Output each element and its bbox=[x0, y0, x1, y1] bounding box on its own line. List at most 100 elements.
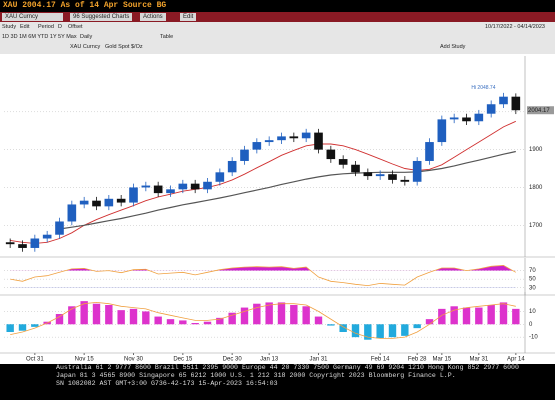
histogram-bar bbox=[277, 302, 286, 325]
footer-line: SN 1082082 AST GMT+3:00 G736-42-173 15-A… bbox=[56, 380, 278, 387]
last-price-label: 2004.17 bbox=[528, 108, 550, 114]
candle-body bbox=[511, 96, 521, 111]
x-tick-label: Mar 31 bbox=[469, 357, 488, 363]
histogram-bar bbox=[425, 319, 434, 325]
candle-body bbox=[42, 234, 52, 239]
moving-average bbox=[59, 150, 516, 230]
histogram-bar bbox=[105, 305, 113, 325]
candle-body bbox=[449, 117, 459, 120]
histogram-bar bbox=[240, 307, 249, 325]
edit-button[interactable]: Edit bbox=[20, 24, 30, 30]
histogram-bar bbox=[290, 305, 298, 325]
histogram-bar bbox=[339, 324, 347, 332]
candle-body bbox=[326, 149, 336, 160]
histogram-bar bbox=[203, 321, 212, 325]
date-range[interactable]: 10/17/2022 - 04/14/2023 bbox=[485, 24, 545, 30]
candle-body bbox=[388, 174, 397, 180]
histogram-bar bbox=[191, 323, 199, 325]
candle-body bbox=[30, 238, 40, 248]
candle-body bbox=[153, 185, 163, 194]
legend-security: XAU Curncy bbox=[70, 44, 101, 50]
histogram-bar bbox=[80, 301, 88, 325]
toolbar: Study Edit Period D Offset 10/17/2022 - … bbox=[0, 22, 555, 54]
actions-menu[interactable]: Actions bbox=[140, 13, 166, 21]
candle-body bbox=[18, 244, 27, 248]
candle-body bbox=[215, 172, 225, 182]
y-tick-label: 50 bbox=[529, 277, 536, 283]
y-tick-label: 0 bbox=[529, 322, 533, 328]
histogram-bar bbox=[129, 308, 138, 325]
chart-background bbox=[0, 54, 555, 364]
x-tick-label: Jan 13 bbox=[260, 357, 279, 363]
candle-body bbox=[301, 132, 311, 139]
x-tick-label: Mar 15 bbox=[432, 357, 451, 363]
histogram-bar bbox=[31, 324, 39, 327]
suggested-charts[interactable]: 96 Suggested Charts bbox=[70, 13, 133, 21]
security-field[interactable]: XAU Curncy bbox=[2, 13, 63, 21]
y-tick-label: 1900 bbox=[529, 147, 543, 153]
candle-body bbox=[363, 172, 373, 177]
histogram-bar bbox=[364, 324, 372, 340]
histogram-bar bbox=[462, 307, 471, 325]
candle-body bbox=[437, 119, 447, 143]
histogram-bar bbox=[413, 324, 421, 329]
candle-body bbox=[499, 96, 508, 105]
high-annotation: Hi 2048.74 bbox=[471, 85, 495, 91]
histogram-bar bbox=[351, 324, 360, 338]
rsi-line bbox=[10, 264, 516, 287]
histogram-bar bbox=[117, 310, 125, 325]
x-tick-label: Feb 14 bbox=[371, 357, 390, 363]
x-tick-label: Nov 15 bbox=[75, 357, 95, 363]
candle-body bbox=[425, 142, 434, 161]
histogram-bar bbox=[265, 302, 273, 325]
overbought-area bbox=[10, 265, 516, 271]
candle-body bbox=[240, 149, 249, 161]
y-tick-label: -10 bbox=[529, 335, 538, 341]
candle-body bbox=[375, 174, 385, 177]
study-button[interactable]: Study bbox=[2, 24, 17, 30]
candle-body bbox=[412, 160, 422, 182]
histogram-bar bbox=[179, 320, 187, 325]
period-label: Period bbox=[38, 24, 54, 30]
command-bar: XAU Curncy 96 Suggested Charts Actions E… bbox=[0, 12, 555, 22]
candle-body bbox=[5, 242, 15, 245]
period-value[interactable]: D bbox=[58, 24, 62, 30]
y-tick-label: 10 bbox=[529, 309, 536, 315]
candle-body bbox=[116, 198, 126, 203]
x-tick-label: Feb 28 bbox=[408, 357, 427, 363]
y-tick-label: 30 bbox=[529, 285, 536, 291]
histogram-bar bbox=[55, 314, 64, 325]
candle-body bbox=[486, 104, 496, 114]
candle-body bbox=[55, 221, 64, 235]
candle-body bbox=[289, 136, 299, 139]
signal-line bbox=[10, 301, 516, 339]
edit-menu[interactable]: Edit bbox=[180, 13, 197, 21]
y-tick-label: 70 bbox=[529, 268, 536, 274]
candle-body bbox=[314, 132, 323, 150]
x-tick-label: Oct 31 bbox=[26, 357, 44, 363]
y-tick-label: 1800 bbox=[529, 185, 543, 191]
histogram-bar bbox=[18, 324, 27, 331]
frequency[interactable]: Daily bbox=[80, 34, 93, 40]
add-study[interactable]: Add Study bbox=[440, 44, 466, 50]
histogram-bar bbox=[92, 303, 101, 325]
histogram-bar bbox=[142, 311, 150, 325]
histogram-bar bbox=[401, 324, 409, 336]
histogram-bar bbox=[512, 308, 520, 325]
ticker-line: XAU 2004.17 As of 14 Apr Source BG bbox=[3, 1, 167, 10]
candle-body bbox=[252, 142, 262, 150]
candle-body bbox=[338, 159, 348, 165]
histogram-bar bbox=[376, 324, 384, 339]
candle-body bbox=[462, 117, 471, 122]
histogram-bar bbox=[438, 308, 446, 325]
table-button[interactable]: Table bbox=[160, 34, 174, 40]
candle-body bbox=[227, 160, 237, 173]
candle-body bbox=[104, 198, 114, 207]
footer-line: Australia 61 2 9777 8600 Brazil 5511 239… bbox=[56, 364, 519, 371]
offset-label: Offset bbox=[68, 24, 83, 30]
histogram-bar bbox=[228, 312, 236, 325]
candle-body bbox=[351, 164, 360, 173]
histogram-bar bbox=[499, 302, 508, 325]
range-buttons[interactable]: 1D 3D 1M 6M YTD 1Y 5Y Max bbox=[2, 34, 77, 40]
